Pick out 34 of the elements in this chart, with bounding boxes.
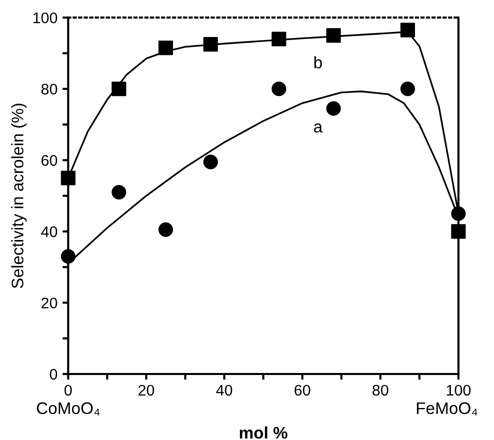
x-tick-label: 40 bbox=[216, 384, 232, 396]
annotation: b bbox=[314, 56, 322, 68]
point bbox=[451, 224, 466, 239]
point bbox=[326, 28, 341, 43]
point bbox=[326, 101, 341, 116]
y-tick-label: 0 bbox=[50, 368, 58, 380]
y-tick-label: 100 bbox=[33, 12, 58, 24]
x-tick-label: 20 bbox=[138, 384, 154, 396]
x-axis-title: mol % bbox=[240, 426, 288, 439]
point bbox=[272, 82, 286, 96]
y-tick-label: 20 bbox=[42, 298, 58, 308]
point bbox=[203, 37, 218, 52]
y-tick-label: 40 bbox=[41, 226, 58, 238]
annotation: a bbox=[314, 123, 323, 133]
x-tick-label: 0 bbox=[64, 384, 72, 396]
point bbox=[112, 184, 126, 200]
point bbox=[451, 206, 466, 221]
y-tick-label: 80 bbox=[41, 84, 58, 95]
point bbox=[60, 249, 76, 264]
point bbox=[272, 32, 286, 46]
y-tick-label: 60 bbox=[42, 155, 58, 166]
x-tick-label: 60 bbox=[294, 384, 310, 396]
point bbox=[158, 222, 174, 237]
point bbox=[203, 154, 218, 170]
x-tick-label: 80 bbox=[372, 384, 388, 396]
y-axis-title: Selectivity in acrolein (%) bbox=[11, 104, 27, 288]
point bbox=[158, 40, 174, 56]
point bbox=[112, 82, 126, 96]
text: FeMoO₄ bbox=[416, 402, 478, 416]
point bbox=[400, 22, 415, 38]
point bbox=[60, 170, 76, 186]
x-tick-label: 100 bbox=[446, 384, 471, 396]
point bbox=[400, 82, 415, 96]
text: CoMoO₄ bbox=[36, 402, 100, 416]
